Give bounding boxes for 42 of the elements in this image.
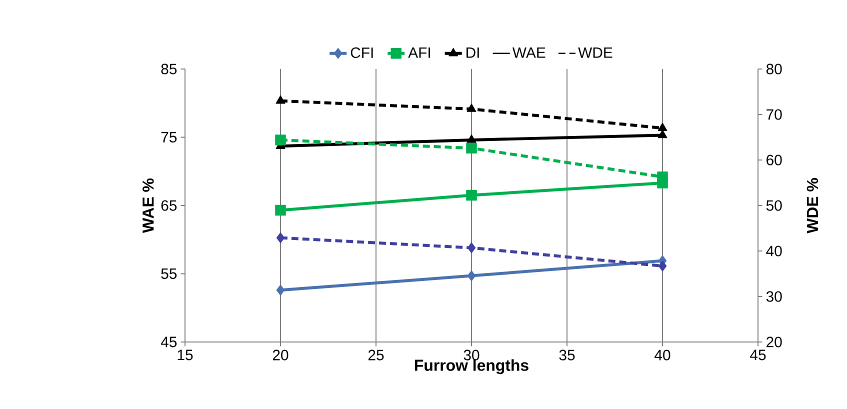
y-tick-label: 55 (161, 268, 177, 279)
point (467, 242, 476, 254)
y2-tick-label: 60 (766, 154, 782, 166)
legend-label: CFI (350, 47, 373, 58)
legend-label: WAE (512, 48, 546, 58)
y2-tick-label: 30 (766, 291, 782, 302)
x-tick-label: 40 (654, 350, 670, 360)
x-tick-label: 25 (368, 350, 384, 360)
y-tick-label: 65 (161, 200, 177, 211)
point (658, 260, 667, 272)
x-tick-label: 45 (750, 350, 766, 360)
y2-tick-label: 70 (766, 109, 782, 120)
y-tick-label: 85 (161, 64, 177, 74)
point (276, 232, 285, 244)
point (276, 95, 286, 104)
y-tick-label: 45 (160, 336, 177, 348)
y2-tick-label: 50 (766, 200, 782, 211)
x-tick-label: 35 (559, 350, 575, 360)
legend-label: DI (466, 48, 479, 58)
legend-label: WDE (578, 48, 612, 58)
y2-axis-title: WDE % (806, 178, 818, 234)
x-tick-label: 15 (178, 350, 193, 360)
point (276, 284, 285, 296)
x-tick-label: 30 (464, 350, 480, 360)
point (658, 130, 668, 138)
y2-tick-label: 20 (766, 336, 782, 348)
y-axis-title: WAE % (142, 178, 154, 233)
x-axis-title: Furrow lengths (415, 359, 528, 374)
point (466, 190, 477, 201)
y2-tick-label: 40 (766, 246, 782, 256)
legend-label: AFI (408, 48, 430, 58)
y2-tick-label: 80 (766, 64, 782, 74)
point (467, 270, 476, 282)
point (466, 142, 477, 154)
point (466, 134, 476, 143)
point (275, 134, 286, 146)
point (466, 104, 476, 112)
y-tick-label: 75 (161, 132, 177, 142)
point (658, 122, 668, 132)
point (275, 204, 286, 216)
point (657, 171, 668, 182)
x-tick-label: 20 (272, 350, 288, 360)
